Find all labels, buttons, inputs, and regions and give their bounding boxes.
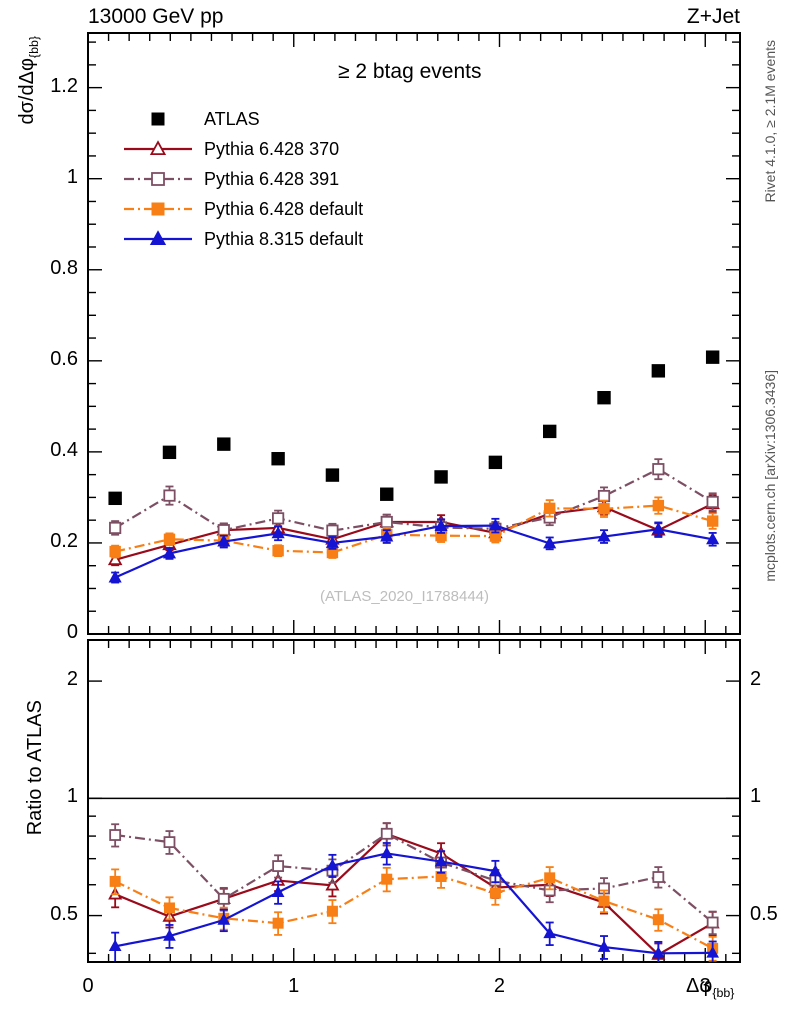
x-tick-2: 2 (493, 975, 506, 997)
y-tick-main-0: 0 (66, 621, 78, 643)
x-tick-0: 0 (82, 975, 94, 997)
legend-marker-3 (124, 202, 192, 216)
y-tick-ratio-right-2: 2 (750, 668, 762, 691)
legend-marker-2 (124, 172, 192, 186)
header-left: 13000 GeV pp (88, 5, 224, 28)
y-tick-main-0.4: 0.4 (50, 438, 78, 461)
y-tick-main-0.6: 0.6 (50, 347, 78, 370)
legend: ATLAS Pythia 6.428 370 Pythia 6.428 391 Pyt… (120, 104, 363, 254)
y-tick-ratio-right-0.5: 0.5 (750, 902, 778, 925)
legend-label-2: Pythia 6.428 391 (204, 168, 340, 189)
legend-item-1: Pythia 6.428 370 (120, 134, 363, 164)
y-tick-main-1: 1 (66, 165, 78, 188)
legend-item-2: Pythia 6.428 391 (120, 164, 363, 194)
legend-item-0: ATLAS (120, 104, 363, 134)
legend-label-4: Pythia 8.315 default (204, 228, 364, 249)
watermark-dataset: (ATLAS_2020_I1788444) (320, 588, 490, 605)
y-tick-main-0.2: 0.2 (50, 529, 78, 552)
x-tick-3: 3 (699, 975, 711, 997)
header-right: Z+Jet (686, 5, 740, 28)
legend-item-3: Pythia 6.428 default (120, 194, 363, 224)
x-axis-title: Δφ{bb} (686, 975, 735, 1000)
y-tick-ratio-0.5: 0.5 (50, 902, 78, 925)
y-tick-ratio-1: 1 (66, 785, 78, 808)
legend-item-4: Pythia 8.315 default (120, 224, 363, 254)
legend-marker-1 (124, 140, 192, 156)
y-tick-ratio-2: 2 (66, 668, 78, 691)
legend-marker-0 (151, 112, 165, 126)
y-tick-main-0.8: 0.8 (50, 256, 78, 279)
y-tick-main-1.2: 1.2 (50, 74, 78, 97)
legend-label-0: ATLAS (204, 108, 260, 129)
plot-title: ≥ 2 btag events (338, 60, 482, 83)
legend-marker-4 (124, 230, 192, 246)
legend-label-1: Pythia 6.428 370 (204, 138, 340, 159)
x-tick-1: 1 (288, 975, 300, 997)
legend-label-3: Pythia 6.428 default (204, 198, 364, 219)
y-tick-ratio-right-1: 1 (750, 785, 762, 808)
